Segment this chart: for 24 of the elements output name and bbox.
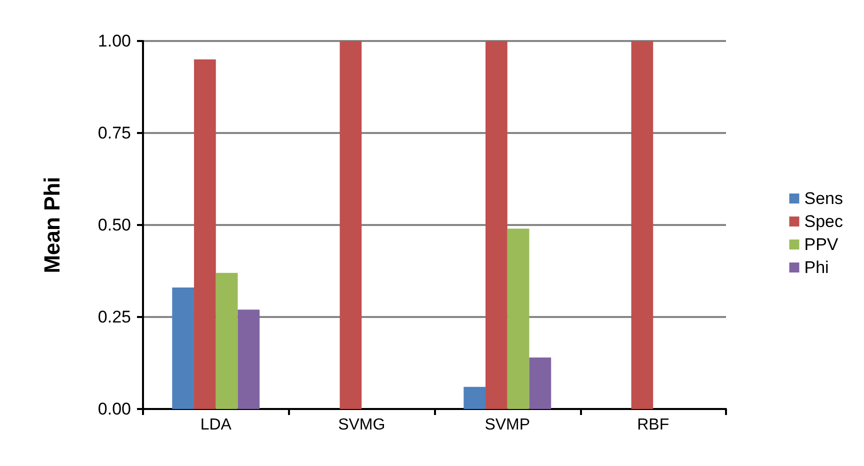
bar bbox=[238, 310, 260, 409]
bar bbox=[216, 272, 238, 409]
y-tick-label: 0.75 bbox=[98, 124, 131, 142]
x-tick-label: LDA bbox=[200, 416, 232, 434]
bar bbox=[486, 41, 508, 409]
y-tick-label: 0.25 bbox=[98, 308, 131, 326]
bar bbox=[529, 357, 552, 409]
y-tick-label: 1.00 bbox=[98, 32, 131, 50]
bar bbox=[340, 41, 362, 409]
x-tick-label: SVMP bbox=[484, 416, 530, 434]
legend-label: PPV bbox=[804, 235, 839, 254]
y-tick-label: 0.00 bbox=[98, 400, 131, 418]
y-tick-label: 0.50 bbox=[98, 216, 131, 234]
y-axis-title: Mean Phi bbox=[40, 176, 64, 274]
bar bbox=[507, 228, 530, 409]
legend-label: Sens bbox=[804, 189, 843, 208]
bar bbox=[172, 288, 194, 409]
bar bbox=[631, 41, 654, 409]
x-tick-label: RBF bbox=[637, 416, 670, 434]
x-tick-label: SVMG bbox=[338, 416, 386, 434]
legend-label: Phi bbox=[804, 258, 829, 277]
bar bbox=[464, 386, 486, 409]
bar bbox=[194, 59, 216, 409]
legend-label: Spec bbox=[804, 212, 844, 231]
